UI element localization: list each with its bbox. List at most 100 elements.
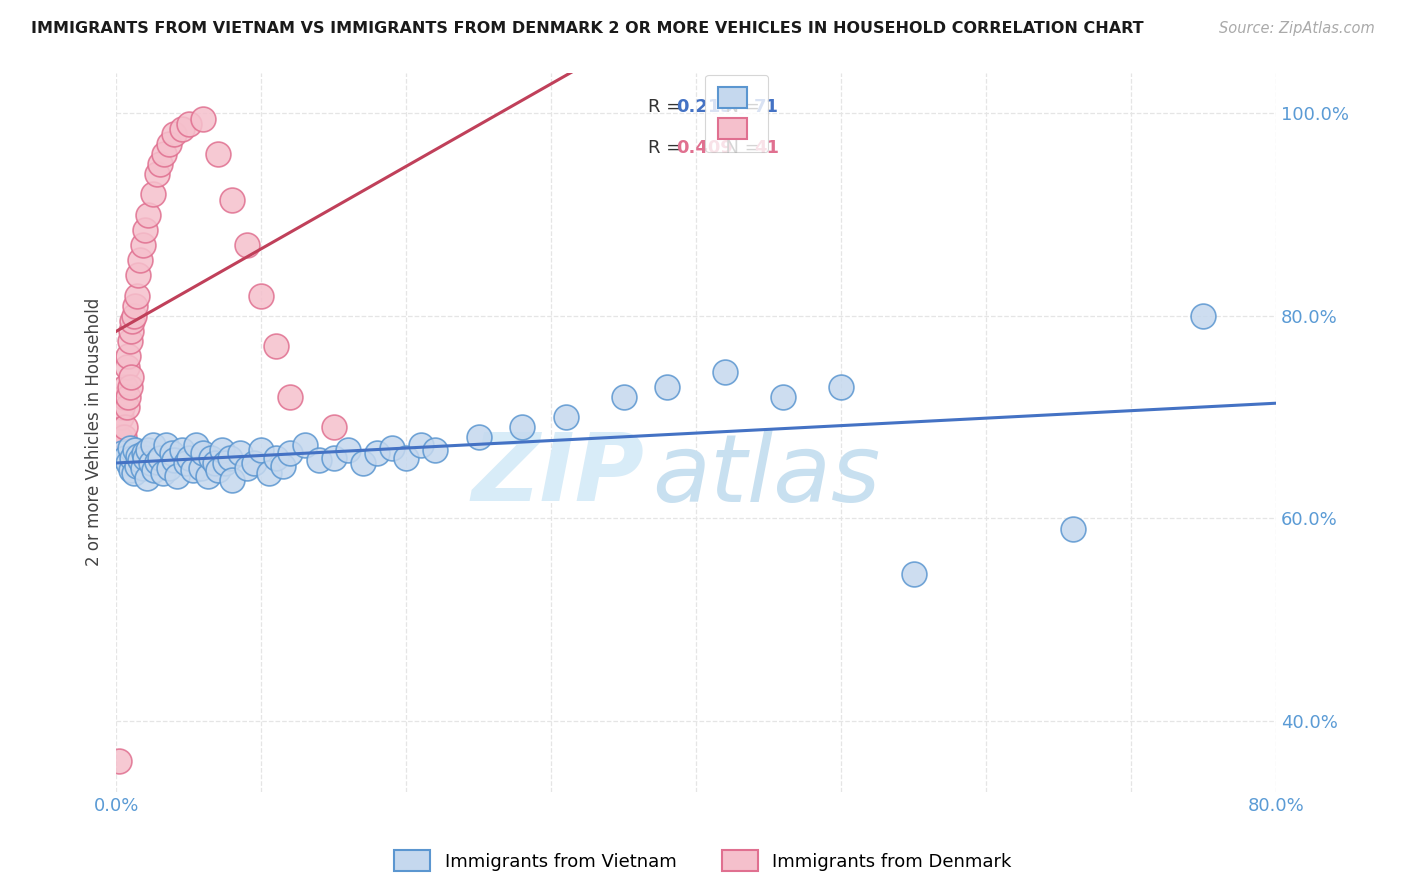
Point [138,442,160,457]
Point [204,456,226,470]
Point [264,450,287,465]
Point [468,430,491,444]
Legend: , : , [706,75,769,152]
Point [830,380,852,394]
Text: ZIP: ZIP [471,429,644,522]
Point [111,400,134,414]
Point [157,136,180,151]
Point [218,450,240,465]
Point [200,450,222,465]
Text: atlas: atlas [652,430,880,521]
Point [163,452,186,467]
Point [322,420,344,434]
Point [114,380,136,394]
Text: R =: R = [648,98,686,116]
Point [125,288,148,302]
Point [118,334,141,349]
Point [131,460,153,475]
Text: 41: 41 [754,139,779,157]
Point [149,157,172,171]
Point [250,288,273,302]
Point [657,380,679,394]
Point [118,380,141,394]
Point [554,410,576,425]
Point [155,438,177,452]
Point [174,456,197,470]
Point [613,390,636,404]
Point [409,438,432,452]
Point [112,390,135,404]
Text: 71: 71 [754,98,779,116]
Text: N =: N = [714,98,765,116]
Point [163,127,186,141]
Point [121,450,143,465]
Point [236,460,259,475]
Point [221,193,243,207]
Point [127,449,149,463]
Point [127,268,149,283]
Point [117,390,139,404]
Point [142,438,165,452]
Point [177,117,200,131]
Point [122,309,145,323]
Point [142,187,165,202]
Point [157,460,180,475]
Point [228,445,250,459]
Point [124,442,146,457]
Point [124,299,146,313]
Point [243,456,266,470]
Text: 0.213: 0.213 [676,98,734,116]
Point [177,450,200,465]
Point [120,324,142,338]
Point [280,390,302,404]
Point [128,253,150,268]
Point [170,121,193,136]
Point [186,438,208,452]
Point [772,390,794,404]
Point [132,445,155,459]
Point [112,430,135,444]
Point [250,442,273,457]
Point [170,442,193,457]
Point [322,450,344,465]
Point [211,442,233,457]
Point [115,400,138,414]
Point [308,452,330,467]
Point [117,350,139,364]
Point [134,450,156,465]
Point [152,466,174,480]
Point [352,456,374,470]
Point [1192,309,1215,323]
Point [131,238,153,252]
Point [141,456,163,470]
Point [128,452,150,467]
Point [181,463,204,477]
Point [294,438,316,452]
Point [114,450,136,465]
Point [134,223,156,237]
Point [111,445,134,459]
Point [425,442,447,457]
Point [395,450,418,465]
Point [214,456,236,470]
Point [146,455,169,469]
Point [271,458,294,473]
Point [207,463,229,477]
Point [510,420,533,434]
Point [903,567,925,582]
Text: R =: R = [648,139,686,157]
Point [193,112,215,126]
Point [117,456,139,470]
Text: 0.409: 0.409 [676,139,734,157]
Point [337,442,360,457]
Point [257,466,280,480]
Point [138,208,160,222]
Point [122,466,145,480]
Point [149,450,172,465]
Point [207,147,229,161]
Point [153,147,176,161]
Point [381,441,404,455]
Point [1062,521,1084,535]
Point [264,339,287,353]
Point [366,445,388,459]
